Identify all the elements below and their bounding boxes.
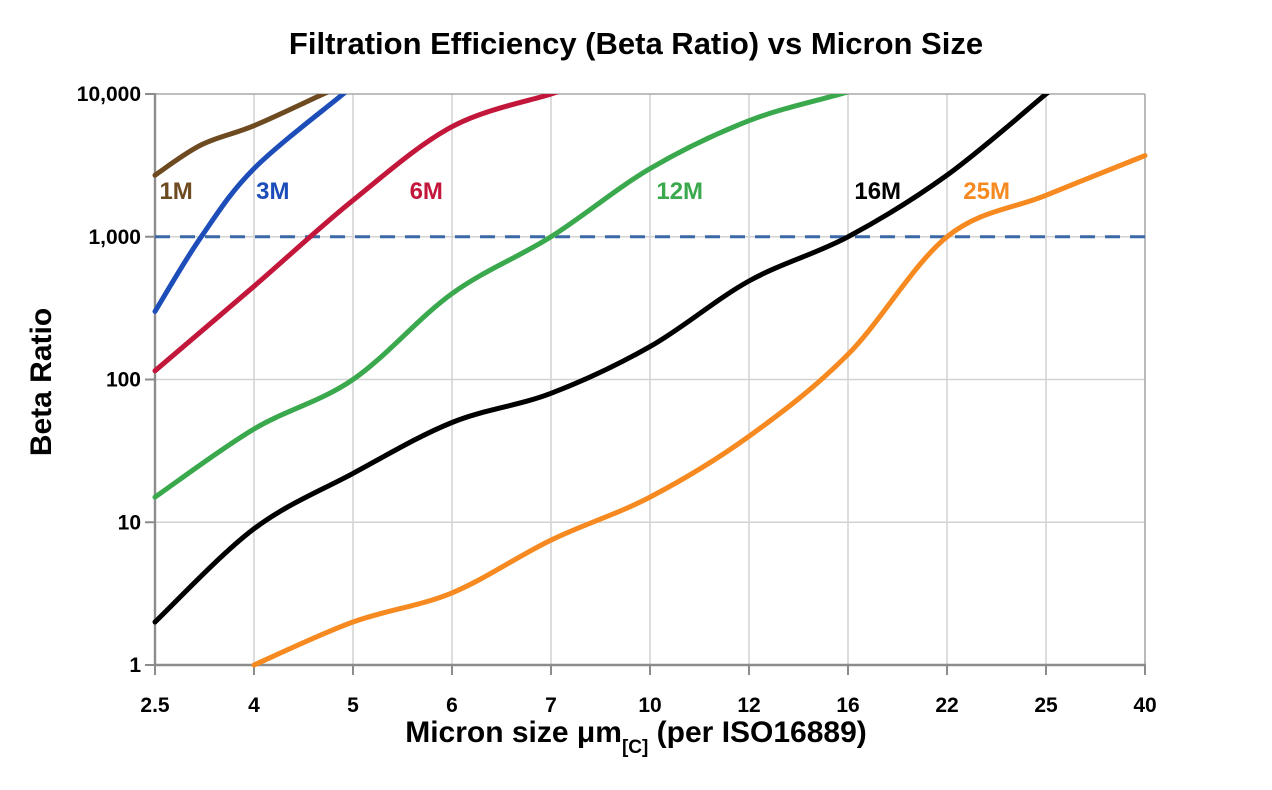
x-tick-label: 22: [935, 694, 958, 717]
series-labels: 1M 3M 6M 12M 16M 25M: [159, 178, 1009, 205]
y-tick-label: 10: [118, 511, 141, 534]
y-tick-label: 10,000: [77, 83, 141, 106]
x-tick-label: 7: [545, 694, 557, 717]
series-curves: [152, 94, 1148, 668]
x-axis-label-subscript: [C]: [621, 737, 649, 758]
series-label-1M: 1M: [159, 178, 192, 205]
x-tick-label: 25: [1034, 694, 1058, 717]
x-tick-label: 2.5: [140, 694, 170, 717]
series-curve-25M: [251, 153, 1148, 668]
x-tick-label: 16: [836, 694, 859, 717]
series-curve-6M: [152, 94, 559, 374]
x-tick-label: 4: [248, 694, 260, 717]
series-curve-12M: [152, 94, 850, 500]
series-label-6M: 6M: [410, 178, 443, 205]
series-label-25M: 25M: [963, 178, 1010, 205]
y-tick-label: 1: [129, 654, 141, 677]
y-tick-label: 1,000: [88, 226, 141, 249]
tick-labels: 2.5 4 5 6 7 10 12 16 22 25 40 1 10 100 1,000 10,000: [77, 83, 1157, 717]
x-tick-label: 10: [638, 694, 661, 717]
series-curve-1M: [152, 94, 330, 178]
x-axis-label-main: Micron size μm: [405, 716, 622, 749]
x-tick-label: 5: [347, 694, 359, 717]
y-tick-label: 100: [106, 369, 141, 392]
series-label-12M: 12M: [656, 178, 703, 205]
x-tick-label: 40: [1133, 694, 1156, 717]
series-label-3M: 3M: [256, 178, 289, 205]
x-axis-label: Micron size μm[C] (per ISO16889): [0, 716, 1272, 758]
series-label-16M: 16M: [854, 178, 901, 205]
series-curve-16M: [152, 94, 1050, 625]
x-tick-label: 12: [737, 694, 760, 717]
series-curve-3M: [152, 94, 347, 314]
x-tick-label: 6: [446, 694, 458, 717]
x-axis-label-rest: (per ISO16889): [648, 716, 867, 749]
chart-title: Filtration Efficiency (Beta Ratio) vs Mi…: [288, 26, 984, 61]
